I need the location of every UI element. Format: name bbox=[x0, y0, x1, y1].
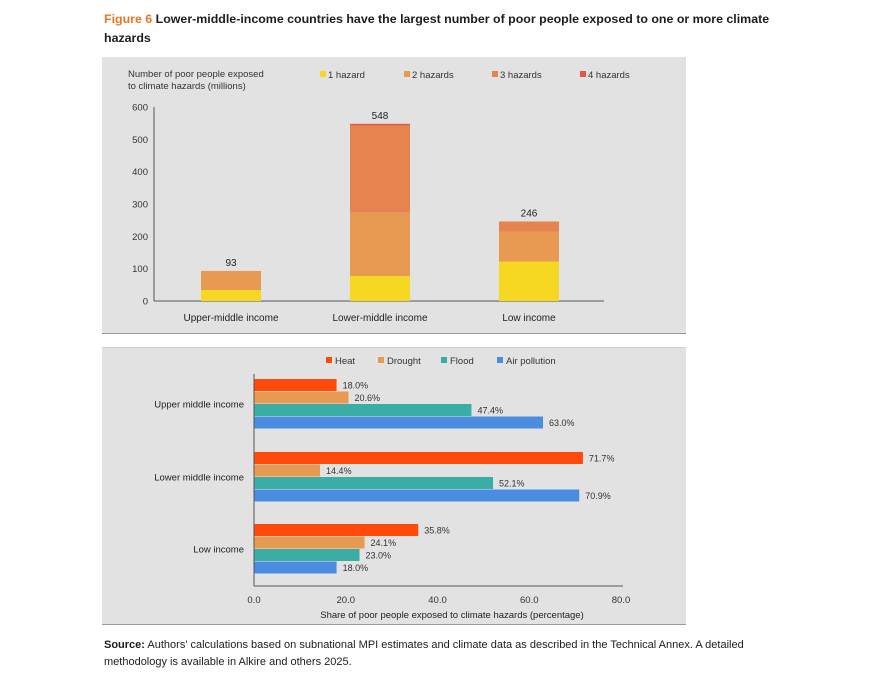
legend-label: 1 hazard bbox=[328, 70, 365, 81]
bar-drought bbox=[254, 464, 321, 477]
bar-segment-4-hazards bbox=[350, 123, 410, 126]
bar-value-label: 14.4% bbox=[326, 466, 352, 476]
x-category-label: Upper-middle income bbox=[183, 313, 278, 324]
x-tick-label: 20.0 bbox=[337, 595, 356, 606]
bar-total-label: 93 bbox=[225, 258, 237, 269]
legend-swatch-2-hazard bbox=[404, 71, 410, 77]
bar-value-label: 52.1% bbox=[499, 479, 525, 489]
bar-segment-1-hazard bbox=[350, 276, 410, 301]
y-tick-label: 200 bbox=[132, 232, 148, 243]
bar-air-pollution bbox=[254, 416, 544, 429]
y-tick-label: 300 bbox=[132, 200, 148, 211]
bar-segment-2-hazards bbox=[201, 270, 261, 291]
bar-total-label: 246 bbox=[521, 208, 538, 219]
bar-air-pollution bbox=[254, 561, 337, 574]
figure-title-text: Lower-middle-income countries have the l… bbox=[104, 12, 770, 45]
x-tick-label: 40.0 bbox=[428, 595, 447, 606]
legend-swatch-air-pollution bbox=[497, 357, 503, 363]
x-tick-label: 60.0 bbox=[520, 595, 539, 606]
bar-segment-1-hazard bbox=[499, 261, 559, 301]
legend-swatch-3-hazard bbox=[492, 71, 498, 77]
stacked-bar-chart-panel: Number of poor people exposed to climate … bbox=[102, 57, 686, 334]
legend-label: 4 hazards bbox=[588, 70, 630, 81]
bar-segment-2-hazards bbox=[499, 231, 559, 262]
bar-segment-2-hazards bbox=[350, 212, 410, 277]
bar-value-label: 70.9% bbox=[585, 491, 611, 501]
bar-drought bbox=[254, 536, 365, 549]
bar-value-label: 18.0% bbox=[343, 381, 369, 391]
x-category-label: Lower-middle income bbox=[332, 313, 427, 324]
x-category-label: Low income bbox=[502, 313, 556, 324]
y-tick-label: 100 bbox=[132, 264, 148, 275]
bar-value-label: 71.7% bbox=[589, 454, 615, 464]
bar-value-label: 47.4% bbox=[477, 406, 503, 416]
source-label: Source: bbox=[104, 639, 145, 651]
bar-total-label: 548 bbox=[372, 111, 389, 122]
figure-label: Figure 6 bbox=[104, 12, 153, 26]
bar-segment-3-hazards bbox=[350, 125, 410, 213]
legend-label: 3 hazards bbox=[500, 70, 542, 81]
bar-segment-1-hazard bbox=[201, 290, 261, 301]
bar-value-label: 23.0% bbox=[366, 551, 392, 561]
figure-title: Figure 6 Lower-middle-income countries h… bbox=[104, 10, 794, 48]
legend-swatch-heat bbox=[326, 357, 332, 363]
y-category-label: Lower middle income bbox=[154, 473, 244, 484]
y-axis-label: Number of poor people exposed bbox=[128, 69, 264, 80]
source-text: Authors' calculations based on subnation… bbox=[104, 639, 744, 668]
horizontal-bar-chart: Heat Drought Flood Air pollution 18.0% 20.6% 4… bbox=[154, 356, 631, 621]
y-tick-label: 500 bbox=[132, 135, 148, 146]
bar-value-label: 20.6% bbox=[355, 393, 381, 403]
y-tick-label: 400 bbox=[132, 167, 148, 178]
bar-air-pollution bbox=[254, 489, 580, 502]
y-category-label: Low income bbox=[193, 545, 244, 556]
legend-swatch-1-hazard bbox=[320, 71, 326, 77]
y-axis-label: to climate hazards (millions) bbox=[128, 81, 246, 92]
bar-heat bbox=[254, 452, 583, 464]
bar-value-label: 63.0% bbox=[549, 418, 575, 428]
legend-swatch-flood bbox=[441, 357, 447, 363]
legend-label: 2 hazards bbox=[412, 70, 454, 81]
legend-swatch-drought bbox=[378, 357, 384, 363]
legend-label: Heat bbox=[335, 356, 355, 367]
bar-value-label: 18.0% bbox=[343, 563, 369, 573]
bar-flood bbox=[254, 549, 360, 561]
bar-flood bbox=[254, 477, 494, 489]
legend-label: Air pollution bbox=[506, 356, 556, 367]
x-tick-label: 80.0 bbox=[612, 595, 631, 606]
x-tick-label: 0.0 bbox=[247, 595, 260, 606]
legend-label: Flood bbox=[450, 356, 474, 367]
source-note: Source: Authors' calculations based on s… bbox=[104, 637, 804, 671]
legend-swatch-4-hazard bbox=[580, 71, 586, 77]
bar-segment-3-hazards bbox=[499, 221, 559, 232]
y-category-label: Upper middle income bbox=[154, 400, 244, 411]
bar-drought bbox=[254, 391, 349, 404]
bar-value-label: 35.8% bbox=[424, 526, 450, 536]
y-tick-label: 600 bbox=[132, 103, 148, 114]
y-tick-label: 0 bbox=[143, 297, 148, 308]
legend-label: Drought bbox=[387, 356, 421, 367]
bar-flood bbox=[254, 404, 472, 416]
horizontal-bar-chart-panel: Heat Drought Flood Air pollution 18.0% 20.6% 4… bbox=[102, 347, 686, 625]
x-axis-label: Share of poor people exposed to climate … bbox=[320, 610, 584, 621]
bar-heat bbox=[254, 524, 419, 536]
bar-value-label: 24.1% bbox=[371, 538, 397, 548]
bar-heat bbox=[254, 379, 337, 391]
